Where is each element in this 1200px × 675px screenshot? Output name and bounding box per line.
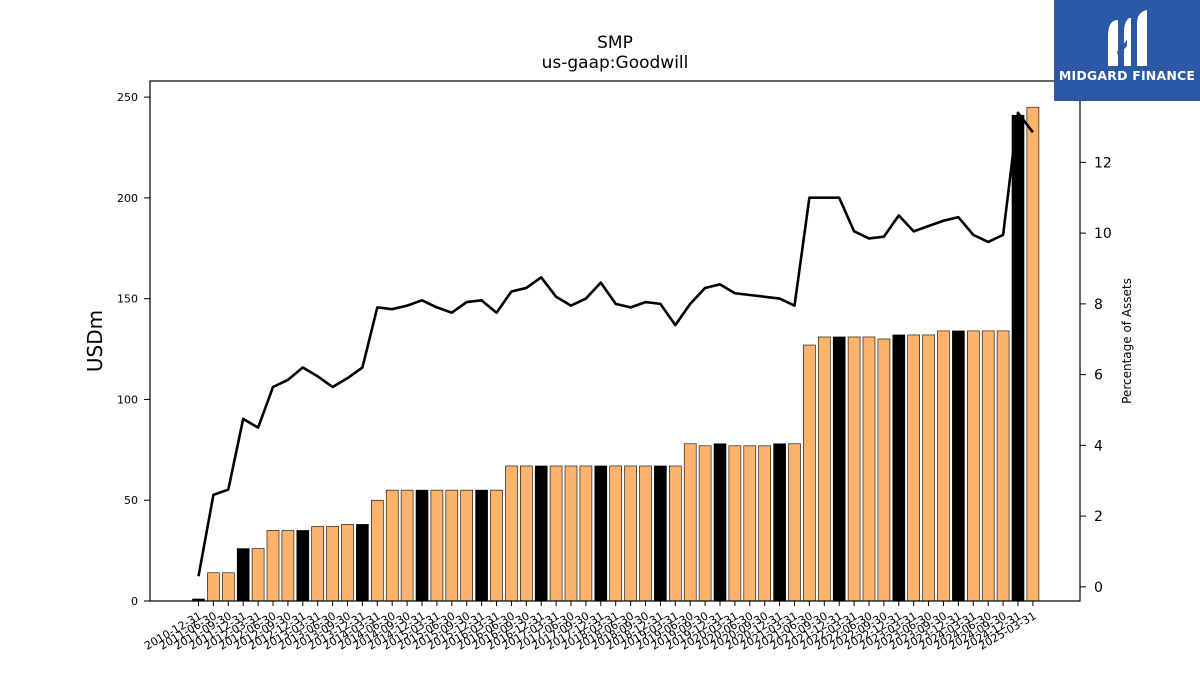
bar [385, 489, 399, 602]
bar [758, 445, 772, 602]
bar [952, 330, 965, 602]
bar [251, 548, 265, 602]
bar [1026, 106, 1040, 602]
midgard-m-logo-icon [1108, 10, 1147, 66]
right-tick-label: 8 [1094, 297, 1103, 313]
bar [773, 443, 786, 602]
left-tick-label: 100 [117, 393, 138, 406]
bar [311, 526, 325, 602]
bar [296, 530, 310, 602]
percentage-line [197, 111, 1034, 577]
bar-series [192, 106, 1040, 602]
logo-text: MIDGARD FINANCE [1058, 68, 1196, 83]
bar [683, 443, 697, 602]
bar [743, 445, 757, 602]
bar [639, 465, 652, 602]
bar [266, 530, 280, 602]
left-tick-label: 50 [124, 494, 138, 507]
bar [490, 489, 503, 602]
left-tick-label: 0 [131, 595, 138, 608]
bar [981, 330, 995, 602]
bar [713, 443, 727, 602]
plot-frame [149, 80, 1081, 602]
bar [341, 524, 354, 602]
bar [892, 334, 906, 602]
bar [400, 489, 414, 602]
bar [832, 336, 846, 602]
bar [207, 572, 220, 602]
bar [728, 445, 742, 602]
bar [505, 465, 518, 602]
chart-title: SMP [597, 33, 633, 53]
left-tick-label: 200 [117, 192, 138, 205]
bar [624, 465, 637, 602]
bar [415, 489, 429, 602]
right-tick-label: 12 [1094, 155, 1112, 171]
bar [877, 338, 891, 602]
right-tick-label: 2 [1094, 509, 1103, 525]
brand-logo: MIDGARD FINANCE [1054, 0, 1200, 101]
left-tick-label: 150 [117, 293, 138, 306]
bar [222, 572, 235, 602]
bar [236, 548, 250, 602]
left-tick-label: 250 [117, 91, 138, 104]
bar [370, 499, 384, 602]
bar [534, 465, 548, 602]
right-tick-label: 6 [1094, 368, 1103, 384]
bar [445, 489, 459, 602]
bar [817, 336, 831, 602]
bar [549, 465, 563, 602]
bar [460, 489, 474, 602]
bar [326, 526, 339, 602]
bar [579, 465, 593, 602]
bar [803, 344, 816, 602]
bar [862, 336, 876, 602]
bar [922, 334, 935, 602]
bar [430, 489, 444, 602]
bar [281, 530, 295, 602]
bar [847, 336, 861, 602]
bar [937, 330, 950, 602]
bar [564, 465, 578, 602]
right-tick-label: 4 [1094, 438, 1103, 454]
right-axis-ticks: 0 2 4 6 8 10 12 [1080, 155, 1112, 596]
bar [654, 465, 667, 602]
bar [1011, 114, 1025, 602]
bar [907, 334, 921, 602]
bar [519, 465, 533, 602]
bar [698, 445, 712, 602]
bar [609, 465, 623, 602]
bar [475, 489, 488, 602]
y-axis-label: USDm [83, 310, 107, 372]
bar [594, 465, 608, 602]
bar [966, 330, 980, 602]
right-tick-label: 0 [1094, 580, 1103, 596]
x-axis-ticks: 2010-12-312011-06-302011-09-302011-12-31… [142, 601, 1038, 653]
bar [356, 524, 369, 602]
right-tick-label: 10 [1094, 226, 1112, 242]
y2-axis-label: Percentage of Assets [1120, 278, 1134, 404]
bar [996, 330, 1010, 602]
bar [668, 465, 682, 602]
bar [788, 443, 801, 602]
chart-subtitle: us-gaap:Goodwill [542, 53, 689, 73]
left-axis-ticks: 0 50 100 150 200 250 [117, 91, 150, 608]
